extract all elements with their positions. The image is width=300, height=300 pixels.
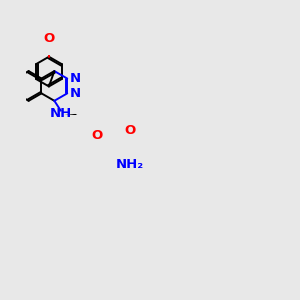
Text: NH₂: NH₂: [115, 158, 143, 171]
Text: NH: NH: [50, 107, 72, 120]
Text: O: O: [92, 129, 103, 142]
Text: O: O: [43, 32, 55, 45]
Text: O: O: [124, 124, 135, 137]
Text: N: N: [70, 87, 81, 101]
Text: N: N: [70, 71, 81, 85]
